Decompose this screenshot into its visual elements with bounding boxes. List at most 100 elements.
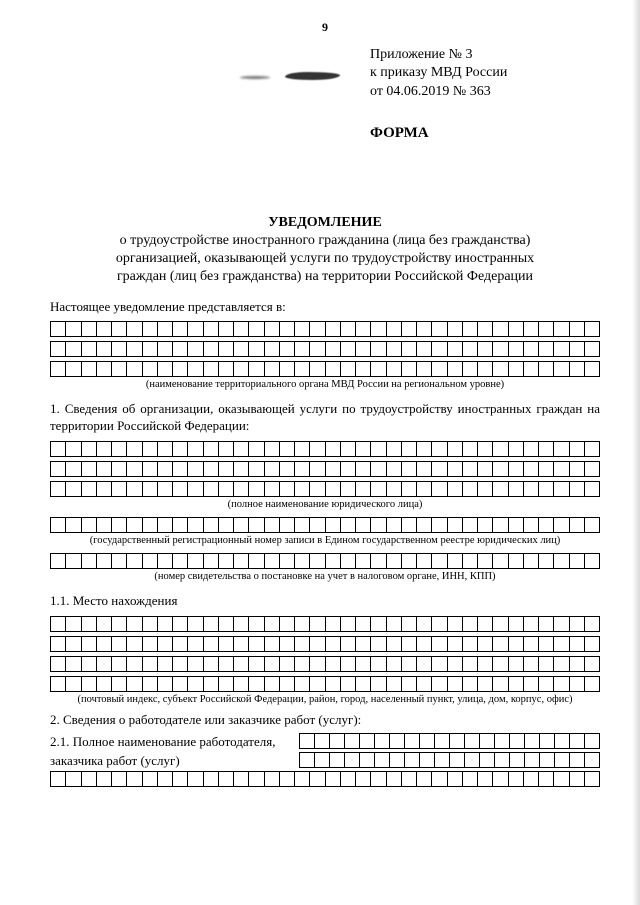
input-cell[interactable] (416, 771, 431, 787)
input-cell[interactable] (340, 553, 355, 569)
input-cell[interactable] (447, 321, 462, 337)
input-cell[interactable] (248, 616, 263, 632)
input-cell[interactable] (96, 771, 111, 787)
input-cell[interactable] (492, 341, 507, 357)
input-cell[interactable] (172, 321, 187, 337)
input-cell[interactable] (370, 656, 385, 672)
taxcert-row[interactable] (50, 553, 600, 569)
input-cell[interactable] (279, 461, 294, 477)
input-cell[interactable] (279, 636, 294, 652)
input-cell[interactable] (508, 461, 523, 477)
employer-cells-1[interactable] (299, 733, 600, 749)
input-cell[interactable] (264, 321, 279, 337)
input-cell[interactable] (355, 636, 370, 652)
input-cell[interactable] (553, 361, 568, 377)
input-cell[interactable] (81, 361, 96, 377)
input-cell[interactable] (340, 656, 355, 672)
input-cell[interactable] (447, 361, 462, 377)
input-cell[interactable] (203, 461, 218, 477)
input-cell[interactable] (187, 321, 202, 337)
input-cell[interactable] (187, 636, 202, 652)
input-cell[interactable] (264, 481, 279, 497)
input-cell[interactable] (65, 517, 80, 533)
input-cell[interactable] (569, 553, 584, 569)
input-cell[interactable] (126, 676, 141, 692)
input-cell[interactable] (248, 361, 263, 377)
input-cell[interactable] (374, 733, 389, 749)
input-cell[interactable] (325, 771, 340, 787)
input-cell[interactable] (111, 441, 126, 457)
input-cell[interactable] (404, 733, 419, 749)
input-cell[interactable] (447, 481, 462, 497)
input-cell[interactable] (447, 676, 462, 692)
input-cell[interactable] (325, 441, 340, 457)
input-cell[interactable] (65, 656, 80, 672)
input-cell[interactable] (554, 752, 569, 768)
input-cell[interactable] (584, 441, 600, 457)
input-cell[interactable] (401, 553, 416, 569)
input-cell[interactable] (370, 481, 385, 497)
input-cell[interactable] (294, 361, 309, 377)
input-cell[interactable] (386, 771, 401, 787)
input-cell[interactable] (172, 636, 187, 652)
input-cell[interactable] (416, 636, 431, 652)
authority-row-3[interactable] (50, 361, 600, 377)
input-cell[interactable] (344, 752, 359, 768)
input-cell[interactable] (374, 752, 389, 768)
input-cell[interactable] (65, 441, 80, 457)
input-cell[interactable] (126, 461, 141, 477)
input-cell[interactable] (386, 441, 401, 457)
input-cell[interactable] (340, 676, 355, 692)
input-cell[interactable] (523, 441, 538, 457)
input-cell[interactable] (187, 461, 202, 477)
input-cell[interactable] (386, 676, 401, 692)
input-cell[interactable] (386, 321, 401, 337)
input-cell[interactable] (538, 341, 553, 357)
input-cell[interactable] (386, 553, 401, 569)
input-cell[interactable] (50, 321, 65, 337)
input-cell[interactable] (340, 461, 355, 477)
input-cell[interactable] (172, 441, 187, 457)
input-cell[interactable] (111, 321, 126, 337)
input-cell[interactable] (157, 656, 172, 672)
input-cell[interactable] (508, 517, 523, 533)
input-cell[interactable] (447, 461, 462, 477)
input-cell[interactable] (279, 441, 294, 457)
input-cell[interactable] (172, 461, 187, 477)
input-cell[interactable] (370, 771, 385, 787)
input-cell[interactable] (447, 616, 462, 632)
input-cell[interactable] (96, 481, 111, 497)
input-cell[interactable] (81, 321, 96, 337)
input-cell[interactable] (386, 656, 401, 672)
input-cell[interactable] (50, 656, 65, 672)
input-cell[interactable] (50, 361, 65, 377)
input-cell[interactable] (50, 461, 65, 477)
employer-row-3[interactable] (50, 771, 600, 787)
input-cell[interactable] (416, 676, 431, 692)
input-cell[interactable] (569, 461, 584, 477)
input-cell[interactable] (416, 461, 431, 477)
input-cell[interactable] (401, 771, 416, 787)
input-cell[interactable] (523, 656, 538, 672)
input-cell[interactable] (340, 361, 355, 377)
input-cell[interactable] (96, 361, 111, 377)
input-cell[interactable] (508, 441, 523, 457)
input-cell[interactable] (538, 616, 553, 632)
input-cell[interactable] (416, 517, 431, 533)
input-cell[interactable] (355, 616, 370, 632)
input-cell[interactable] (187, 341, 202, 357)
input-cell[interactable] (248, 656, 263, 672)
input-cell[interactable] (447, 656, 462, 672)
input-cell[interactable] (569, 752, 584, 768)
input-cell[interactable] (325, 361, 340, 377)
input-cell[interactable] (81, 517, 96, 533)
input-cell[interactable] (329, 752, 344, 768)
input-cell[interactable] (294, 481, 309, 497)
input-cell[interactable] (492, 361, 507, 377)
input-cell[interactable] (344, 733, 359, 749)
input-cell[interactable] (553, 341, 568, 357)
input-cell[interactable] (264, 616, 279, 632)
input-cell[interactable] (248, 341, 263, 357)
input-cell[interactable] (248, 321, 263, 337)
input-cell[interactable] (187, 771, 202, 787)
